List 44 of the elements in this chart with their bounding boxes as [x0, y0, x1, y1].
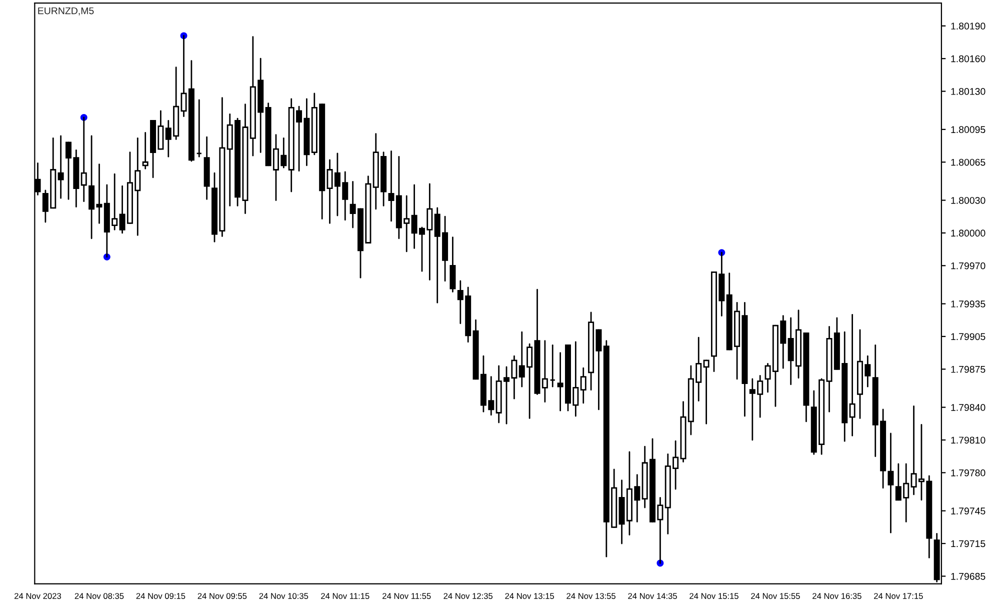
y-tick-label: 1.80160: [951, 55, 986, 62]
candlestick: [550, 344, 556, 388]
y-tick-label: 1.80095: [951, 126, 986, 134]
y-tick-label: 1.79715: [951, 540, 986, 548]
x-tick-label: 24 Nov 16:35: [812, 593, 862, 599]
candlestick: [703, 360, 710, 424]
x-tick-label: 24 Nov 17:15: [874, 593, 923, 599]
x-tick-label: 24 Nov 13:15: [505, 593, 554, 599]
x-tick-label: 24 Nov 11:15: [321, 593, 370, 599]
x-tick-label: 24 Nov 13:55: [566, 593, 616, 599]
y-tick-label: 1.79970: [951, 262, 986, 270]
y-tick-label: 1.80000: [951, 230, 986, 237]
x-tick-label: 24 Nov 15:55: [751, 593, 800, 599]
y-tick-label: 1.79685: [951, 572, 986, 580]
y-tick-label: 1.80030: [951, 196, 986, 204]
chart-title: EURNZD,M5: [38, 7, 94, 16]
candlestick: [388, 150, 394, 222]
candlestick: [58, 135, 64, 199]
x-tick-label: 24 Nov 10:35: [259, 593, 308, 599]
x-tick-label: 24 Nov 09:15: [136, 593, 186, 599]
x-tick-label: 24 Nov 2023: [14, 593, 62, 599]
y-tick-label: 1.80130: [951, 88, 986, 95]
candlestick: [849, 314, 856, 436]
candlestick: [450, 236, 456, 292]
y-tick-label: 1.79745: [951, 508, 986, 514]
y-tick-label: 1.79905: [951, 333, 986, 340]
y-tick-label: 1.79810: [951, 436, 986, 444]
candlestick: [142, 132, 148, 170]
y-tick-label: 1.80065: [951, 158, 986, 166]
candlestick: [580, 367, 586, 404]
candlestick: [542, 340, 548, 403]
x-tick-label: 24 Nov 09:55: [198, 593, 247, 599]
x-tick-label: 24 Nov 08:35: [74, 593, 124, 599]
y-tick-label: 1.79935: [951, 300, 986, 308]
x-tick-label: 24 Nov 12:35: [444, 593, 493, 599]
candlestick: [888, 432, 894, 534]
y-tick-label: 1.80190: [951, 22, 986, 30]
y-tick-label: 1.79780: [951, 469, 986, 476]
x-tick-label: 24 Nov 15:15: [690, 593, 738, 599]
candlestick: [196, 99, 202, 158]
y-tick-label: 1.79875: [951, 366, 986, 373]
x-tick-label: 24 Nov 11:55: [382, 593, 431, 599]
y-tick-label: 1.79840: [951, 404, 986, 411]
x-tick-label: 24 Nov 14:35: [628, 593, 677, 599]
